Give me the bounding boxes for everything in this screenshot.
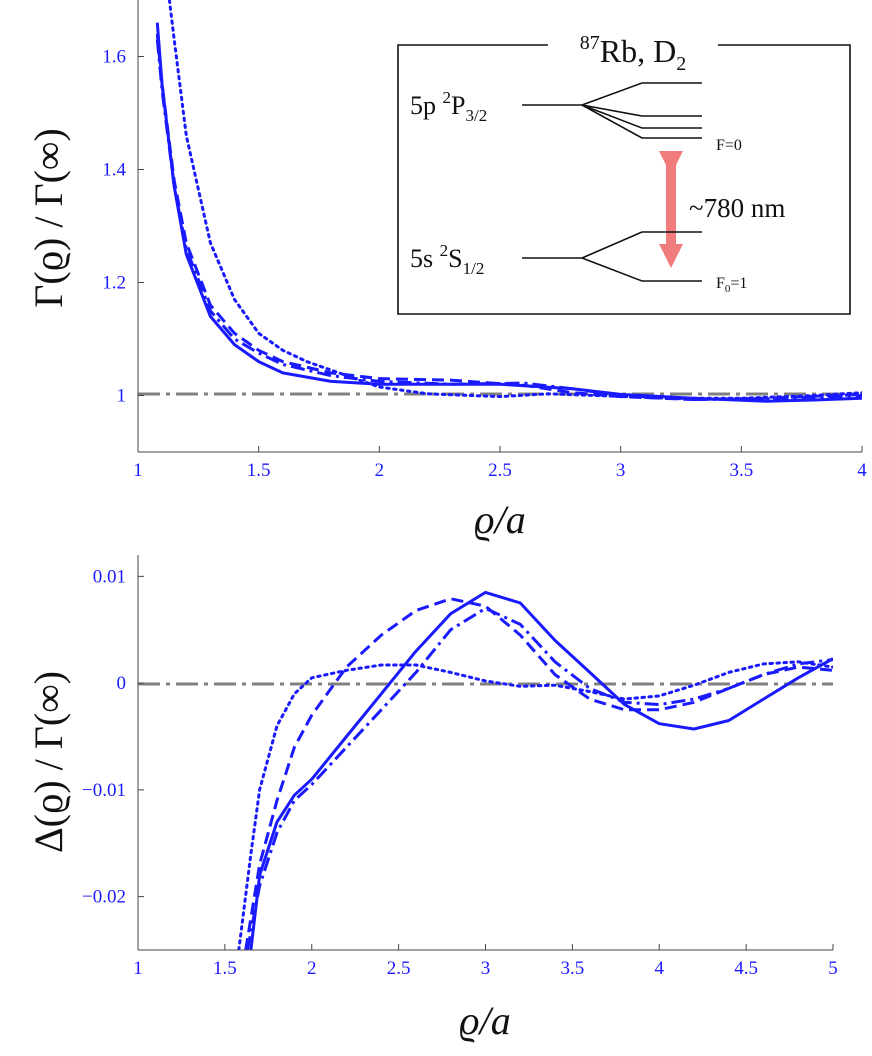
- inset-title: 87Rb, D2: [580, 32, 686, 75]
- lower-level-lines: [522, 231, 702, 282]
- top-x-axis-label: ϱ/a: [474, 497, 525, 542]
- bottom-x-axis-label: ϱ/a: [459, 998, 510, 1043]
- top-series-dashed: [155, 33, 862, 401]
- top-x-tick-label: 1.5: [247, 460, 271, 481]
- bottom-x-tick-label: 4: [655, 958, 665, 979]
- lower-split-1: [581, 231, 702, 259]
- upper-split-4: [581, 104, 702, 139]
- upper-level-lines: [522, 82, 702, 139]
- top-y-tick-label: 1.4: [102, 160, 126, 181]
- bottom-x-tick-label: 3.5: [561, 958, 585, 979]
- top-chart: 1 1.5 2 2.5 3 3.5 4 1 1.2 1.4 1.6 ϱ/a Γ(ϱ) / Γ(∞)…: [26, 0, 867, 542]
- top-x-ticks: 1 1.5 2 2.5 3 3.5 4: [133, 446, 867, 481]
- bottom-x-tick-label: 2.5: [387, 958, 411, 979]
- inset-title-sub: 2: [676, 53, 686, 75]
- top-y-tick-label: 1: [117, 386, 127, 407]
- upper-f-label: F=0: [716, 137, 742, 154]
- lower-f-sub: 0: [725, 283, 731, 295]
- top-y-axis-label: Γ(ϱ) / Γ(∞): [26, 128, 71, 308]
- lower-f-label: F0=1: [716, 275, 747, 295]
- bottom-series-dashed: [244, 597, 833, 950]
- bottom-y-tick-label: 0.01: [93, 566, 126, 587]
- top-series-group: [155, 0, 862, 403]
- inset-frame: [397, 44, 851, 315]
- upper-state-sub: 3/2: [465, 106, 487, 125]
- lower-state-prefix: 5s: [410, 244, 440, 273]
- upper-state-label: 5p 2P3/2: [410, 88, 487, 125]
- lower-f-main: F: [716, 275, 725, 292]
- bottom-y-ticks: 0.01 0 −0.01 −0.02: [82, 566, 144, 908]
- transition-label: ~780 nm: [689, 193, 785, 223]
- upper-split-1: [581, 82, 702, 106]
- lower-state-sub: 1/2: [463, 259, 485, 278]
- bottom-y-tick-label: −0.01: [82, 780, 126, 801]
- bottom-x-tick-label: 5: [828, 958, 838, 979]
- top-x-tick-label: 3: [616, 460, 626, 481]
- lower-state-label: 5s 2S1/2: [410, 241, 484, 278]
- top-x-tick-label: 2: [375, 460, 385, 481]
- upper-split-3: [581, 104, 702, 129]
- lower-state-main: S: [448, 244, 462, 273]
- bottom-x-tick-label: 1: [133, 958, 143, 979]
- top-x-tick-label: 2.5: [488, 460, 512, 481]
- bottom-series-group: [237, 590, 833, 950]
- lower-state-sup: 2: [440, 241, 449, 260]
- top-x-tick-label: 1: [133, 460, 143, 481]
- bottom-axes: [137, 555, 833, 951]
- bottom-y-axis-label: Δ(ϱ) / Γ(∞): [26, 671, 71, 853]
- bottom-x-tick-label: 4.5: [734, 958, 758, 979]
- inset-title-main: Rb, D: [600, 33, 676, 69]
- top-x-tick-label: 4: [857, 460, 867, 481]
- upper-state-sup: 2: [443, 88, 452, 107]
- bottom-series-dotted: [237, 660, 833, 950]
- bottom-x-tick-label: 2: [307, 958, 317, 979]
- bottom-x-ticks: 1 1.5 2 2.5 3 3.5 4 4.5 5: [133, 944, 838, 979]
- top-y-ticks: 1 1.2 1.4 1.6: [102, 47, 144, 407]
- upper-state-main: P: [451, 91, 465, 120]
- lower-split-2: [581, 257, 702, 282]
- inset-diagram: 87Rb, D2 5p 2P3/2 F=0 ~780 nm 5s 2S1/2: [397, 32, 851, 315]
- bottom-y-tick-label: 0: [117, 673, 127, 694]
- bottom-chart: 1 1.5 2 2.5 3 3.5 4 4.5 5 0.01 0 −0.01 −0.02 ϱ/a Δ(…: [26, 555, 838, 1043]
- top-series-dotted: [167, 0, 862, 400]
- bottom-y-tick-label: −0.02: [82, 887, 126, 908]
- top-x-tick-label: 3.5: [729, 460, 753, 481]
- top-y-tick-label: 1.6: [102, 47, 126, 68]
- bottom-x-tick-label: 3: [481, 958, 491, 979]
- lower-f-eq: =1: [730, 275, 747, 292]
- inset-title-sup: 87: [580, 32, 600, 54]
- bottom-series-solid: [249, 590, 833, 950]
- bottom-x-tick-label: 1.5: [213, 958, 237, 979]
- upper-state-prefix: 5p: [410, 91, 443, 120]
- upper-split-2: [581, 104, 702, 117]
- top-y-tick-label: 1.2: [102, 273, 126, 294]
